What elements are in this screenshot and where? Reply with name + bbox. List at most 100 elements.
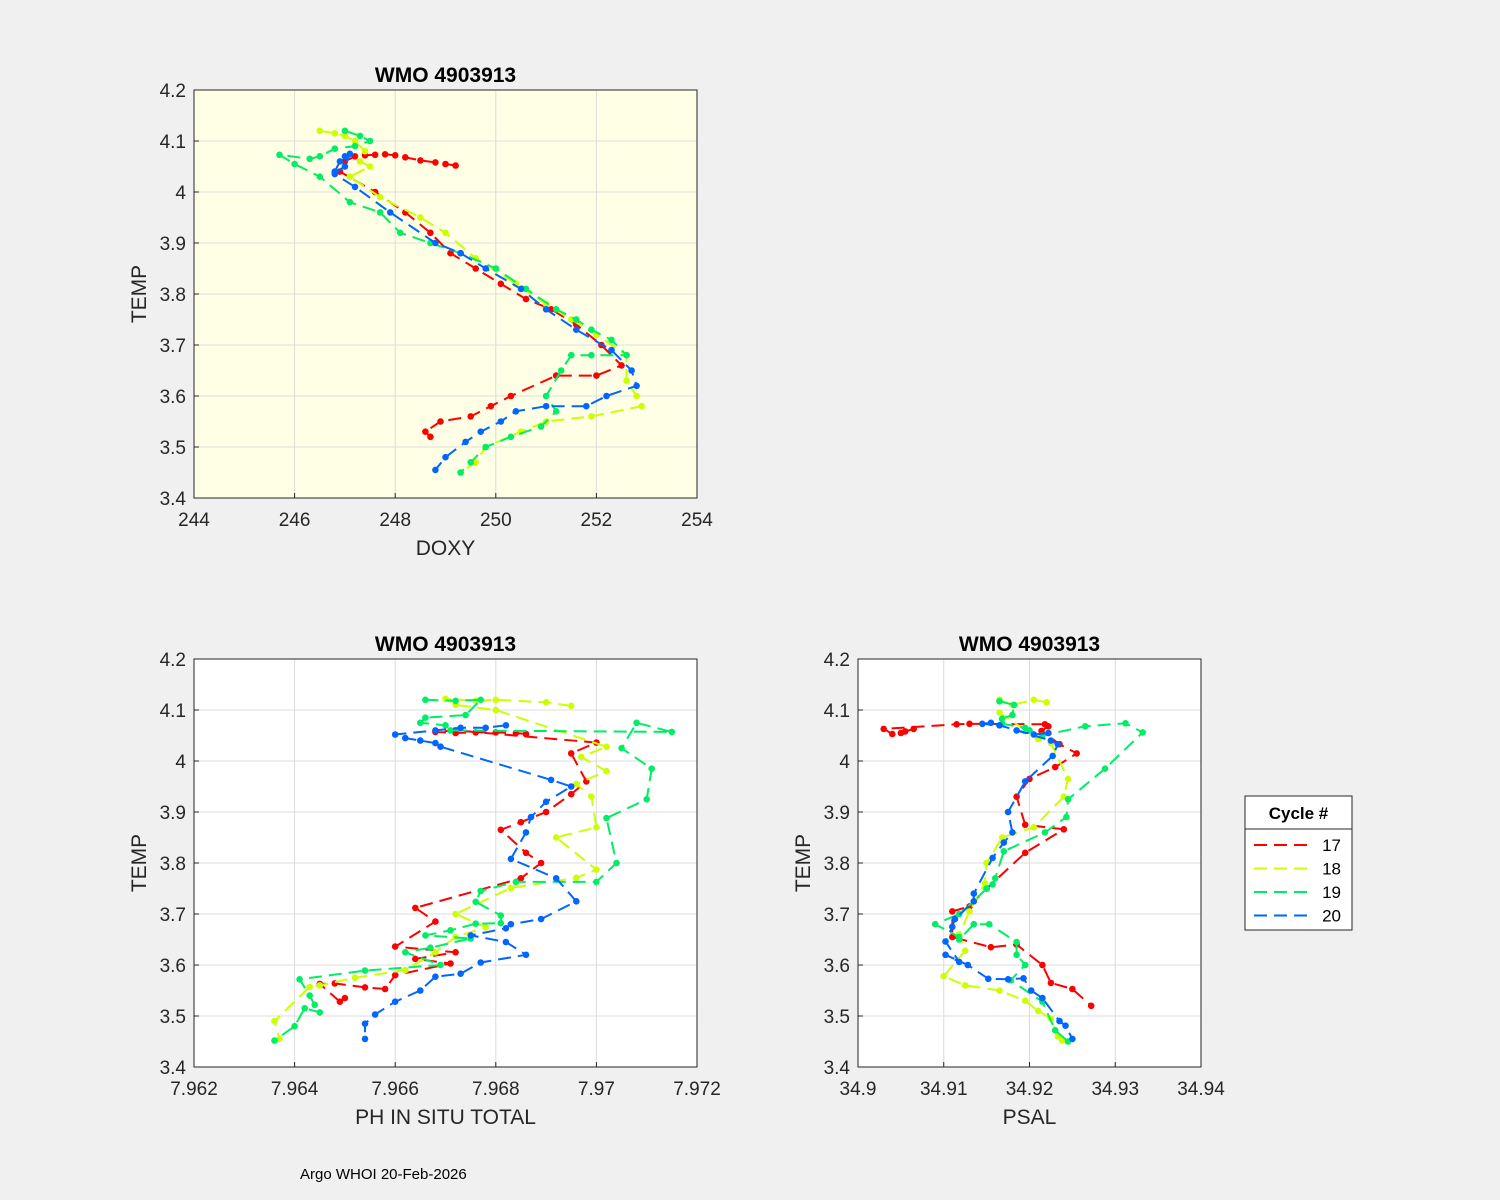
- data-point-17: [351, 153, 359, 160]
- data-point-19: [991, 875, 999, 882]
- y-tick-label: 3.7: [160, 336, 186, 357]
- data-point-18: [1030, 696, 1038, 704]
- y-tick-label: 3.8: [160, 285, 186, 306]
- data-point-20: [391, 998, 399, 1005]
- data-point-17: [497, 826, 505, 834]
- data-point-20: [985, 975, 992, 983]
- data-point-20: [432, 466, 439, 474]
- data-point-20: [467, 932, 475, 939]
- data-point-17: [537, 859, 545, 867]
- data-point-20: [517, 285, 525, 293]
- data-point-18: [542, 699, 550, 706]
- data-point-17: [567, 790, 575, 798]
- data-point-19: [497, 919, 505, 927]
- data-point-18: [593, 866, 600, 873]
- data-point-19: [668, 728, 676, 736]
- data-point-18: [573, 780, 580, 788]
- data-point-17: [522, 730, 530, 738]
- data-point-20: [341, 153, 349, 160]
- data-point-19: [643, 796, 650, 803]
- data-point-20: [542, 798, 550, 806]
- x-tick-label: 254: [681, 510, 713, 531]
- x-tick-label: 7.972: [673, 1079, 721, 1100]
- data-point-20: [482, 724, 490, 732]
- data-point-17: [452, 162, 459, 169]
- data-point-20: [442, 453, 449, 461]
- data-point-19: [427, 944, 434, 951]
- data-point-20: [628, 367, 635, 374]
- data-point-20: [336, 158, 344, 165]
- data-point-18: [638, 402, 645, 410]
- data-point-20: [462, 438, 469, 446]
- data-point-17: [391, 971, 399, 979]
- x-axis-label: PH IN SITU TOTAL: [355, 1106, 536, 1129]
- data-point-19: [1063, 813, 1070, 821]
- x-axis-label: DOXY: [416, 537, 476, 560]
- data-point-19: [1026, 727, 1033, 734]
- data-point-19: [376, 209, 384, 216]
- data-point-20: [1049, 752, 1056, 760]
- data-point-19: [998, 715, 1006, 722]
- data-point-20: [457, 249, 464, 257]
- data-point-19: [452, 697, 459, 705]
- data-point-17: [497, 280, 505, 288]
- data-point-20: [573, 326, 580, 334]
- x-tick-label: 34.91: [920, 1079, 968, 1100]
- data-point-17: [381, 985, 389, 993]
- y-tick-label: 3.9: [160, 803, 186, 824]
- data-point-17: [391, 152, 399, 159]
- data-point-18: [996, 987, 1003, 994]
- y-tick-label: 3.4: [160, 1058, 187, 1079]
- y-tick-label: 3.8: [160, 854, 186, 875]
- data-point-18: [966, 908, 973, 915]
- data-point-17: [427, 433, 434, 441]
- data-point-20: [542, 306, 550, 313]
- y-axis-label: TEMP: [128, 265, 151, 323]
- data-point-20: [547, 776, 555, 784]
- data-point-18: [588, 413, 595, 420]
- data-point-19: [1000, 848, 1008, 855]
- data-point-19: [557, 367, 565, 374]
- data-point-18: [998, 834, 1006, 841]
- data-point-18: [402, 966, 409, 974]
- data-point-20: [1039, 994, 1046, 1002]
- data-point-18: [341, 132, 349, 140]
- data-point-20: [1004, 976, 1012, 983]
- data-point-19: [361, 967, 369, 974]
- data-point-20: [1047, 737, 1055, 744]
- data-point-20: [603, 392, 610, 400]
- data-point-17: [949, 933, 956, 941]
- data-point-19: [552, 408, 560, 415]
- y-tick-label: 4.2: [160, 81, 186, 102]
- x-tick-label: 7.968: [472, 1079, 520, 1100]
- data-point-18: [961, 982, 969, 989]
- data-point-20: [346, 150, 354, 158]
- data-point-20: [1054, 740, 1062, 748]
- data-point-19: [422, 714, 429, 721]
- y-tick-label: 3.6: [160, 956, 186, 977]
- data-point-20: [1069, 1035, 1076, 1043]
- x-tick-label: 246: [279, 510, 311, 531]
- data-point-20: [402, 734, 409, 742]
- data-point-19: [437, 961, 444, 969]
- y-tick-label: 3.6: [160, 387, 186, 408]
- data-point-17: [437, 418, 444, 425]
- data-point-19: [983, 885, 990, 892]
- data-point-19: [1013, 951, 1020, 959]
- data-point-18: [1043, 699, 1050, 706]
- data-point-20: [502, 722, 510, 729]
- data-point-17: [447, 960, 454, 967]
- data-point-19: [442, 722, 449, 729]
- data-point-17: [910, 725, 917, 733]
- data-point-19: [341, 127, 349, 135]
- data-point-17: [567, 750, 575, 757]
- y-tick-label: 3.9: [160, 234, 186, 255]
- data-point-20: [951, 915, 959, 923]
- data-point-19: [447, 727, 454, 734]
- legend-box: [1244, 795, 1353, 931]
- data-point-20: [522, 951, 530, 959]
- y-tick-label: 3.4: [824, 1058, 851, 1079]
- data-point-18: [271, 1017, 278, 1025]
- data-point-20: [482, 265, 490, 272]
